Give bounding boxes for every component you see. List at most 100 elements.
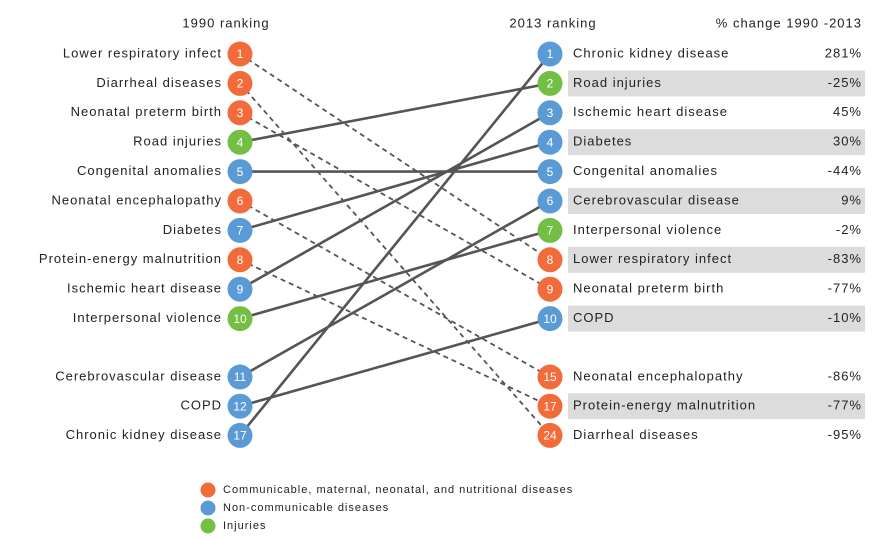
right-label: Congenital anomalies — [573, 163, 718, 178]
rank-circle — [227, 276, 253, 302]
rank-number: 3 — [547, 106, 554, 120]
rank-number: 6 — [237, 194, 244, 208]
legend-label: Communicable, maternal, neonatal, and nu… — [223, 484, 573, 496]
rank-circle — [227, 247, 253, 273]
rank-circle — [227, 129, 253, 155]
legend-label: Non-communicable diseases — [223, 502, 389, 514]
right-label: COPD — [573, 310, 615, 325]
rank-number: 4 — [237, 135, 244, 149]
change-value: -83% — [828, 251, 862, 266]
change-value: 45% — [833, 104, 862, 119]
change-value: -77% — [828, 281, 862, 296]
left-label: Diarrheal diseases — [96, 75, 222, 90]
right-header: 2013 ranking — [509, 15, 596, 30]
rank-number: 5 — [237, 165, 244, 179]
rank-circle — [227, 393, 253, 419]
change-value: -95% — [828, 427, 862, 442]
rank-circle — [537, 70, 563, 96]
rank-number: 2 — [237, 77, 244, 91]
link — [239, 82, 551, 144]
link — [239, 82, 551, 436]
rank-number: 1 — [237, 47, 244, 61]
right-label: Lower respiratory infect — [573, 251, 732, 266]
right-label: Diabetes — [573, 134, 632, 149]
rank-circle — [537, 393, 563, 419]
rank-number: 2 — [547, 77, 554, 91]
rank-circle — [537, 276, 563, 302]
right-label: Neonatal encephalopathy — [573, 368, 743, 383]
rank-circle — [537, 247, 563, 273]
links — [238, 53, 552, 437]
left-label: Neonatal encephalopathy — [52, 192, 222, 207]
rank-circle — [227, 159, 253, 185]
row-background — [568, 305, 865, 332]
rank-number: 3 — [237, 106, 244, 120]
link — [238, 53, 552, 437]
change-value: -86% — [828, 368, 862, 383]
rank-number: 6 — [547, 194, 554, 208]
rank-circle — [227, 306, 253, 332]
left-label: Lower respiratory infect — [63, 45, 222, 60]
rank-circle — [537, 422, 563, 448]
left-label: Congenital anomalies — [77, 163, 222, 178]
left-label: Road injuries — [133, 134, 222, 149]
right-label: Protein-energy malnutrition — [573, 398, 756, 413]
row-background — [568, 129, 865, 156]
row-backgrounds — [568, 70, 865, 420]
right-label: Chronic kidney disease — [573, 45, 729, 60]
rank-circle — [537, 129, 563, 155]
link — [239, 111, 551, 291]
right-label: Interpersonal violence — [573, 222, 722, 237]
rank-number: 4 — [547, 135, 554, 149]
left-label: COPD — [180, 398, 222, 413]
rank-circle — [537, 217, 563, 243]
rank-number: 17 — [233, 429, 247, 443]
rank-number: 1 — [547, 47, 554, 61]
rank-circle — [227, 217, 253, 243]
link — [239, 140, 551, 232]
rank-number: 17 — [543, 399, 557, 413]
rank-number: 7 — [547, 224, 554, 238]
rank-circle — [227, 188, 253, 214]
rank-number: 8 — [237, 253, 244, 267]
left-label: Chronic kidney disease — [66, 427, 222, 442]
row-background — [568, 393, 865, 420]
rank-circle — [537, 159, 563, 185]
legend-swatch — [200, 482, 216, 498]
right-label: Neonatal preterm birth — [573, 281, 724, 296]
rank-number: 9 — [547, 282, 554, 296]
change-value: -77% — [828, 398, 862, 413]
link — [239, 199, 551, 379]
left-label: Diabetes — [163, 222, 222, 237]
right-label: Road injuries — [573, 75, 662, 90]
right-label: Diarrheal diseases — [573, 427, 699, 442]
rank-number: 7 — [237, 224, 244, 238]
rank-circle — [227, 70, 253, 96]
rank-number: 10 — [233, 312, 247, 326]
rank-number: 11 — [234, 370, 247, 384]
rank-circle — [537, 306, 563, 332]
change-value: -2% — [836, 222, 862, 237]
rank-circle — [537, 41, 563, 67]
row-background — [568, 70, 865, 97]
rank-number: 15 — [543, 370, 557, 384]
left-label: Neonatal preterm birth — [71, 104, 222, 119]
rank-circle — [227, 100, 253, 126]
rank-circle — [537, 364, 563, 390]
change-value: -25% — [828, 75, 862, 90]
link — [239, 200, 551, 378]
link — [239, 53, 551, 261]
link — [239, 317, 551, 408]
rank-circle — [537, 188, 563, 214]
rank-circle — [227, 364, 253, 390]
rank-circle — [537, 100, 563, 126]
change-value: 30% — [833, 134, 862, 149]
legend-swatch — [200, 518, 216, 534]
rank-number: 12 — [233, 399, 247, 413]
rank-circle — [227, 41, 253, 67]
rank-circle — [227, 422, 253, 448]
rank-number: 10 — [543, 312, 557, 326]
rank-number: 5 — [547, 165, 554, 179]
left-label: Protein-energy malnutrition — [39, 251, 222, 266]
